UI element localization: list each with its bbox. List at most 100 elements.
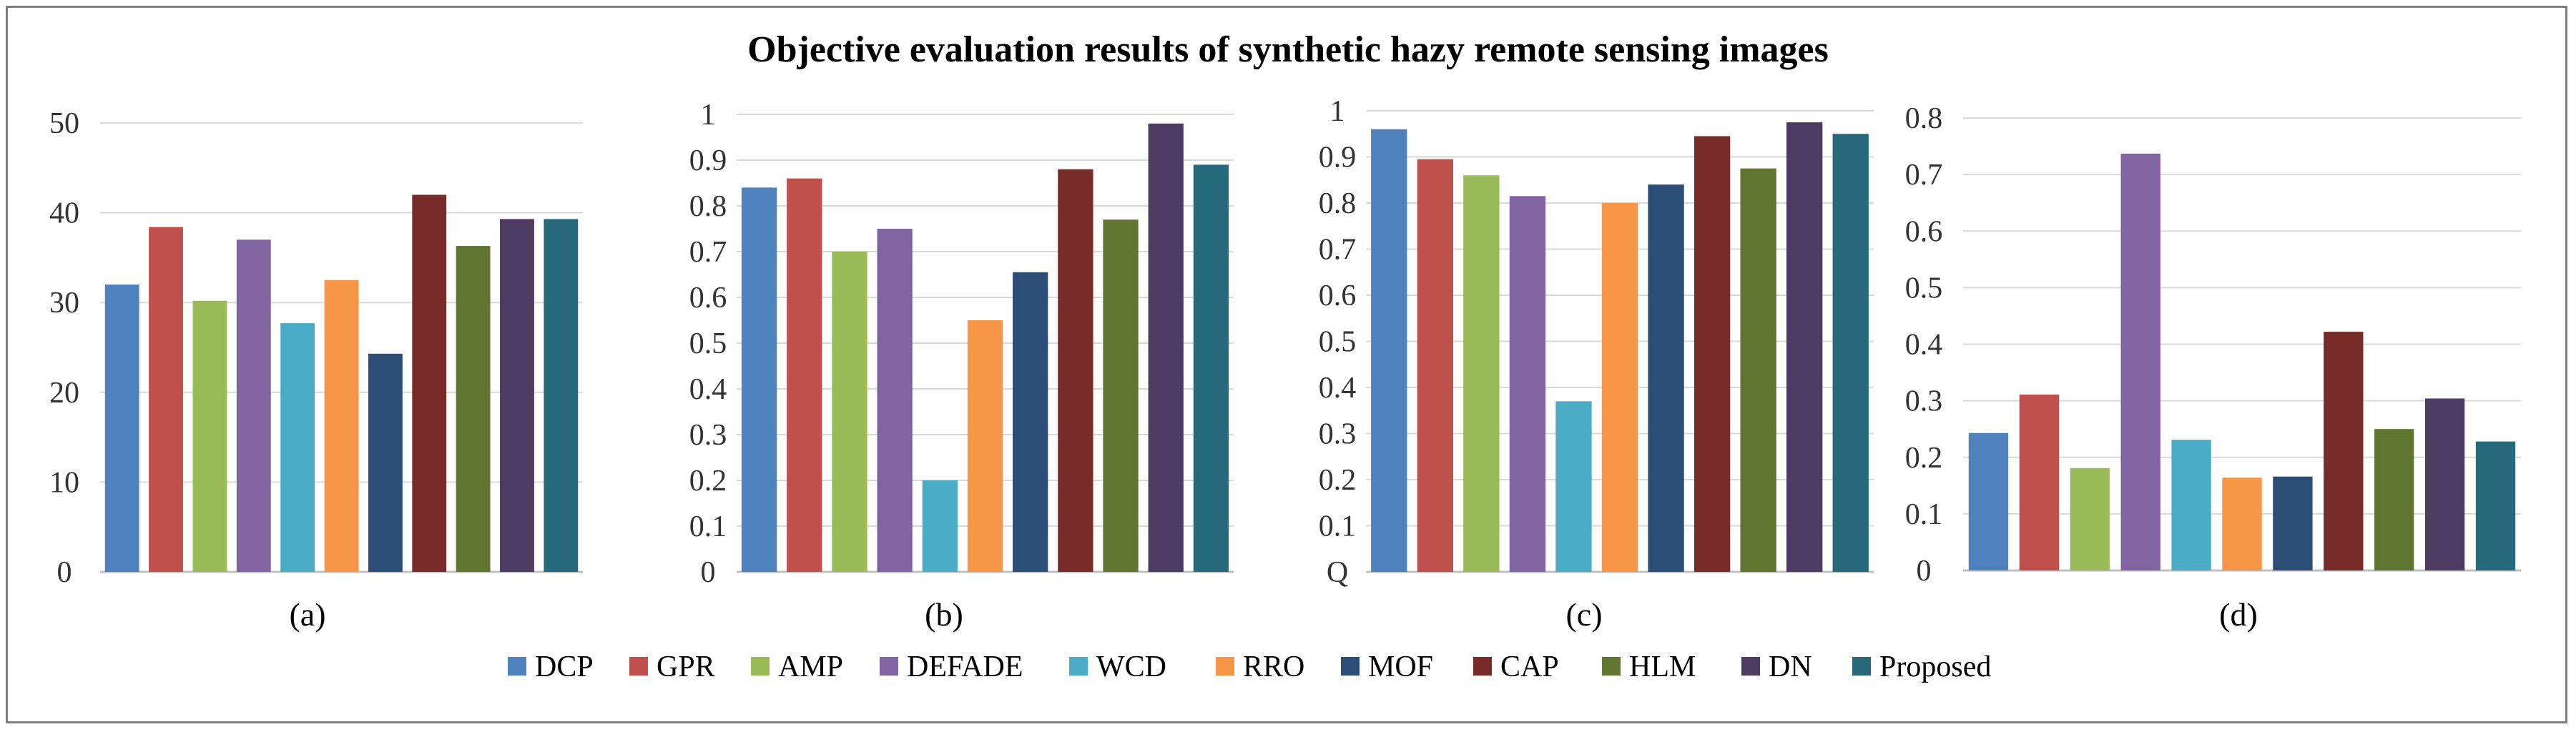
bar-dn	[1148, 123, 1184, 573]
y-tick-label: 0.6	[689, 282, 727, 315]
bar-mof	[2273, 476, 2313, 570]
bar-dn	[1786, 122, 1823, 572]
y-tick-label: 0.4	[1319, 372, 1357, 405]
y-tick-label: 0.8	[1905, 102, 1943, 135]
legend-item-dn: DN	[1741, 651, 1812, 683]
bar-hlm	[1103, 219, 1139, 572]
y-tick-label: 0.1	[1905, 498, 1943, 531]
legend-swatch	[1473, 657, 1492, 676]
bar-amp	[832, 252, 867, 572]
legend-swatch	[1602, 657, 1621, 676]
y-tick-label: 0.2	[1905, 442, 1943, 475]
bar-defade	[1509, 196, 1546, 572]
legend-swatch	[508, 657, 526, 676]
chart-panel-1: 0 10 20 30 40 50 (a)	[49, 107, 583, 633]
bar-defade	[2120, 153, 2160, 570]
chart-panels: 0 10 20 30 40 50 (a)0 0.1 0.2 0.3 0.4 0.5 0.6 0.7 0.8 0…	[49, 95, 2521, 633]
bar-hlm	[2374, 429, 2414, 570]
y-tick-label: 10	[49, 466, 79, 499]
legend-item-wcd: WCD	[1069, 651, 1166, 683]
bar-rro	[2222, 478, 2262, 570]
legend-swatch	[629, 657, 648, 676]
legend-label: HLM	[1629, 651, 1696, 683]
legend-label: CAP	[1500, 651, 1559, 683]
bar-wcd	[922, 480, 958, 572]
y-tick-label: 0.4	[1905, 329, 1943, 362]
legend-label: Proposed	[1879, 651, 1991, 683]
bar-gpr	[787, 178, 822, 573]
y-tick-label: 0.7	[1319, 234, 1357, 267]
bar-gpr	[2019, 394, 2060, 570]
legend-swatch	[1741, 657, 1760, 676]
bar-proposed	[544, 219, 579, 572]
bar-proposed	[1193, 164, 1229, 572]
bar-amp	[1463, 175, 1500, 573]
bar-rro	[1601, 203, 1638, 572]
bar-dcp	[104, 285, 139, 572]
bar-wcd	[1555, 401, 1592, 572]
legend-label: DCP	[535, 651, 594, 683]
y-tick-label: 0.9	[1319, 142, 1357, 174]
panel-label: (a)	[289, 596, 325, 633]
bar-dcp	[1968, 432, 2009, 570]
y-tick-label: 0.5	[1319, 326, 1357, 359]
legend-item-dcp: DCP	[508, 651, 594, 683]
legend-item-defade: DEFADE	[880, 651, 1023, 683]
legend-item-rro: RRO	[1216, 651, 1304, 683]
y-tick-label: 0.6	[1905, 215, 1943, 248]
legend-label: DN	[1769, 651, 1812, 683]
legend-item-cap: CAP	[1473, 651, 1559, 683]
y-tick-label: 0.4	[689, 373, 727, 406]
y-tick-label: 0.3	[1319, 418, 1357, 451]
bar-rro	[324, 280, 359, 572]
y-tick-label: 1	[701, 99, 716, 132]
y-tick-label: 0.2	[689, 465, 727, 498]
legend-swatch	[1069, 657, 1088, 676]
y-tick-label: 20	[49, 377, 79, 410]
chart-panel-3: Q 0.1 0.2 0.3 0.4 0.5 0.6 0.7 0.8 0.9 1 (c)	[1319, 95, 1874, 633]
legend-item-hlm: HLM	[1602, 651, 1696, 683]
y-tick-label: 0	[57, 556, 72, 589]
figure-frame	[6, 6, 2567, 723]
bar-dcp	[741, 187, 777, 572]
y-tick-label: 30	[49, 287, 79, 320]
y-tick-label: Q	[1327, 556, 1348, 589]
legend-swatch	[1852, 657, 1871, 676]
legend-label: DEFADE	[907, 651, 1023, 683]
bar-amp	[2070, 468, 2110, 570]
bar-dn	[500, 219, 534, 572]
legend-swatch	[1341, 657, 1360, 676]
legend-swatch	[751, 657, 770, 676]
legend-item-mof: MOF	[1341, 651, 1433, 683]
legend-item-gpr: GPR	[629, 651, 715, 683]
y-tick-label: 40	[49, 197, 79, 230]
bar-mof	[1013, 272, 1048, 572]
y-tick-label: 0.7	[689, 236, 727, 269]
bar-cap	[412, 194, 447, 573]
bar-wcd	[280, 323, 315, 572]
panel-label: (c)	[1565, 596, 1602, 633]
legend-label: WCD	[1096, 651, 1166, 683]
bar-wcd	[2171, 440, 2211, 570]
bar-amp	[192, 300, 227, 572]
y-tick-label: 0.3	[689, 419, 727, 452]
y-tick-label: 0.7	[1905, 159, 1943, 192]
legend-label: AMP	[778, 651, 843, 683]
y-tick-label: 0.5	[1905, 272, 1943, 305]
legend: DCP GPR AMP DEFADE WCD RRO MOF CAP HLM DN Proposed	[508, 651, 1991, 683]
panel-label: (b)	[925, 596, 963, 633]
bar-cap	[1693, 136, 1731, 573]
y-tick-label: 50	[49, 107, 79, 140]
legend-label: MOF	[1368, 651, 1433, 683]
y-tick-label: 0.5	[689, 327, 727, 360]
chart-panel-4: 0 0.1 0.2 0.3 0.4 0.5 0.6 0.7 0.8 (d)	[1905, 102, 2521, 633]
y-tick-label: 0.8	[1319, 187, 1357, 220]
chart-panel-2: 0 0.1 0.2 0.3 0.4 0.5 0.6 0.7 0.8 0.9 1 (b)	[689, 99, 1234, 633]
bar-rro	[967, 320, 1003, 572]
bar-mof	[1648, 184, 1684, 572]
legend-swatch	[880, 657, 898, 676]
y-tick-label: 0.9	[689, 144, 727, 177]
legend-swatch	[1216, 657, 1234, 676]
bar-cap	[1058, 169, 1093, 573]
